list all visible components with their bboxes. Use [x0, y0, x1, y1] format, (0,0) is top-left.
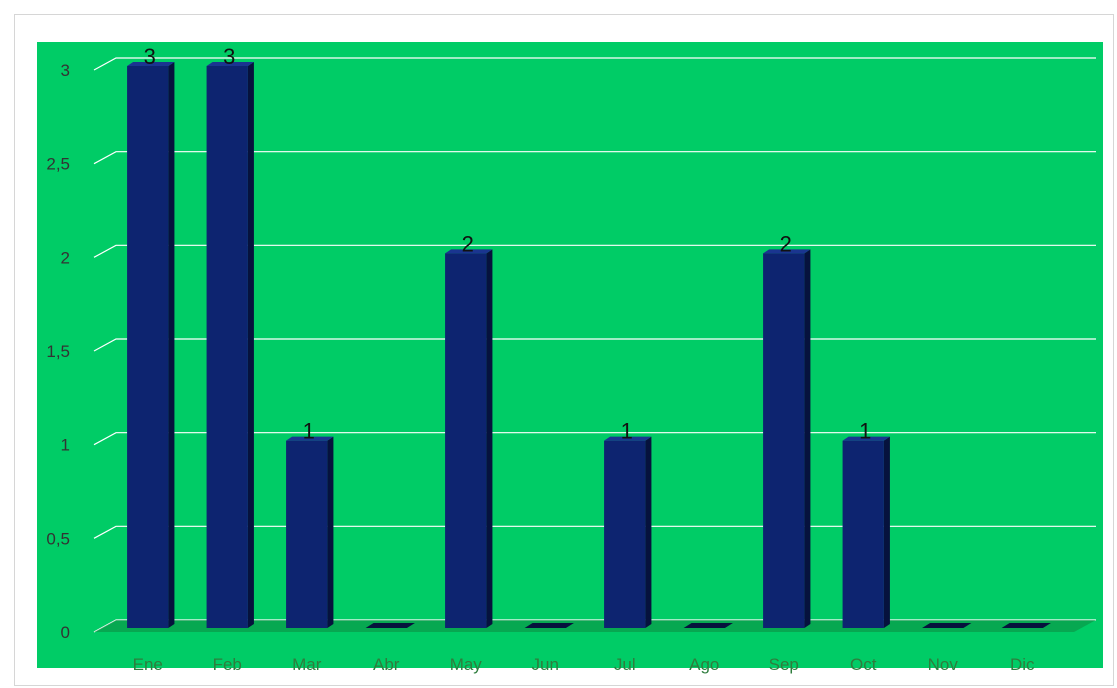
x-category-label: Nov [928, 655, 959, 674]
bar-abr [365, 623, 415, 628]
x-category-label: Oct [850, 655, 877, 674]
data-label: 1 [303, 419, 315, 444]
x-category-label: Ago [689, 655, 719, 674]
y-tick-label: 2,5 [46, 155, 70, 174]
bar-ago [683, 623, 733, 628]
x-category-label: Feb [213, 655, 242, 674]
data-label: 3 [144, 44, 156, 69]
x-category-label: Mar [292, 655, 322, 674]
bar-mar [286, 436, 334, 628]
y-tick-label: 2 [61, 248, 70, 267]
bar-may [445, 249, 493, 629]
gridline [93, 151, 1096, 165]
bars [127, 62, 1051, 629]
plot-area [37, 42, 1103, 668]
y-tick-label: 0 [61, 623, 70, 642]
gridline [93, 57, 1096, 71]
data-label: 1 [859, 419, 871, 444]
bar-nov [922, 623, 972, 628]
bar-oct [842, 436, 890, 628]
x-category-label: Jun [532, 655, 559, 674]
x-category-label: Abr [373, 655, 400, 674]
y-tick-label: 0,5 [46, 529, 70, 548]
y-tick-label: 1 [61, 436, 70, 455]
data-label: 2 [780, 231, 792, 256]
x-category-label: Jul [614, 655, 636, 674]
x-category-label: Sep [769, 655, 799, 674]
x-category-label: Dic [1010, 655, 1035, 674]
data-labels: 3 3 1 2 1 2 1 [144, 44, 872, 444]
bar-dic [1001, 623, 1051, 628]
x-category-label: Ene [133, 655, 163, 674]
y-tick-label: 1,5 [46, 342, 70, 361]
bar-jun [524, 623, 574, 628]
x-category-label: May [450, 655, 483, 674]
gridline [93, 244, 1096, 258]
bar-jul [604, 436, 652, 628]
bar-ene [127, 62, 175, 628]
data-label: 2 [462, 231, 474, 256]
bar-feb [206, 62, 254, 628]
x-axis-category-labels: Ene Feb Mar Abr May Jun Jul Ago Sep Oct Nov Dic [133, 655, 1035, 674]
data-label: 3 [223, 44, 235, 69]
y-tick-label: 3 [61, 61, 70, 80]
bar-sep [763, 249, 811, 629]
data-label: 1 [621, 419, 633, 444]
y-axis-tick-labels: 0 0,5 1 1,5 2 2,5 3 [46, 61, 70, 642]
